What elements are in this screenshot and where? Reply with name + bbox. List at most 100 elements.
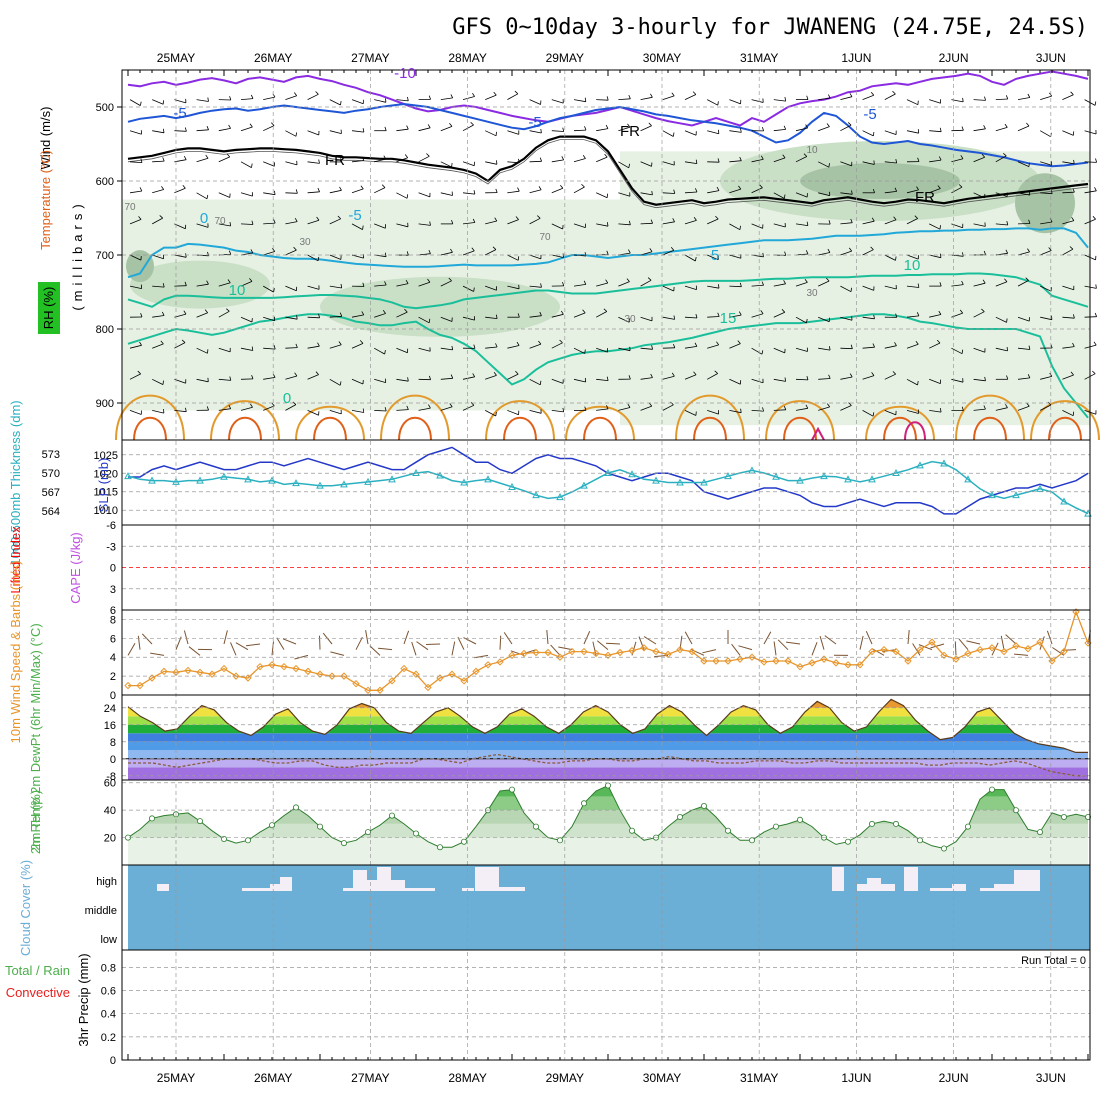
wind-barb-feather xyxy=(473,190,476,195)
wind-barb-feather xyxy=(917,283,920,288)
temp-contour-10 xyxy=(127,272,1089,310)
thickness-marker xyxy=(196,476,204,484)
wind-barb-feather xyxy=(849,93,853,97)
wind-barb xyxy=(1062,285,1074,291)
wind-barb-feather xyxy=(537,215,541,219)
wind-barb xyxy=(152,315,165,318)
wind-barb-feather xyxy=(606,376,609,381)
wind-barb xyxy=(240,281,253,287)
wind-barb xyxy=(884,410,897,416)
wind-barb xyxy=(818,252,830,256)
wind-barb-feather xyxy=(606,96,609,101)
wind-barb-feather xyxy=(317,187,320,192)
wind-barb xyxy=(129,190,142,194)
wind-barb xyxy=(906,189,919,194)
wind-barb-feather xyxy=(938,310,942,315)
temp-contour-25 xyxy=(1048,416,1082,441)
wind-barb xyxy=(684,161,697,164)
wind-tick-label: 0 xyxy=(110,690,116,702)
surface-wind-barb xyxy=(824,635,837,645)
cloud-level-label: low xyxy=(100,934,117,946)
wind-barb-feather xyxy=(206,280,209,285)
wind-barb xyxy=(640,251,653,256)
chart-text: GFS 0~10day 3-hourly for JWANENG (24.75E… xyxy=(5,15,1088,1085)
wind-speed-marker xyxy=(424,683,432,692)
surface-wind-barb xyxy=(499,635,502,650)
wind-barb-feather xyxy=(806,318,808,324)
wind-barb-feather xyxy=(692,91,697,95)
wind10m-axis-label: 10m Wind Speed & Barbs (m/s) xyxy=(8,561,23,744)
wind-barb-feather xyxy=(649,248,653,252)
wind-barb xyxy=(840,96,853,100)
wind-speed-marker xyxy=(868,647,876,656)
rh2m-marker xyxy=(749,837,756,844)
rh2m-marker xyxy=(893,820,900,827)
wind-barb-feather xyxy=(959,309,964,314)
thickness-marker xyxy=(412,468,420,476)
wind-barb-feather xyxy=(428,95,431,100)
wind-barb xyxy=(1062,316,1075,319)
wind-barb xyxy=(529,160,542,163)
thickness-marker xyxy=(988,491,996,499)
wind-barb-feather xyxy=(184,281,187,286)
wind-barb-feather xyxy=(1069,246,1074,250)
wind-speed-marker xyxy=(256,662,264,671)
wind-barb xyxy=(773,223,786,228)
wind-speed-marker xyxy=(520,649,528,658)
wind-barb xyxy=(751,313,764,318)
temp-tick-label: 0 xyxy=(110,754,116,766)
wind-barb-feather xyxy=(538,186,542,190)
cloud-high-block xyxy=(280,877,292,891)
wind-barb xyxy=(285,249,297,256)
wind-barb xyxy=(684,94,697,100)
wind-barb xyxy=(307,345,320,349)
wind-barb xyxy=(418,407,431,411)
surface-wind-barb xyxy=(811,642,818,656)
wind-speed-marker xyxy=(472,667,480,676)
wind-barb-feather xyxy=(515,216,519,220)
wind-barb xyxy=(973,311,985,318)
wind-barb xyxy=(751,187,763,194)
wind-barb xyxy=(973,99,986,101)
wind-barb xyxy=(906,343,919,349)
wind-speed-marker xyxy=(268,661,276,669)
thickness-marker xyxy=(148,476,156,484)
wind-barb-feather xyxy=(584,252,587,257)
wind-barb xyxy=(995,98,1008,100)
wind-barb-feather xyxy=(829,346,831,351)
wind-barb xyxy=(707,410,719,415)
wind-barb xyxy=(684,316,698,319)
wind-barb xyxy=(1062,410,1074,417)
wind-barb-feather xyxy=(339,312,343,317)
thickness-marker xyxy=(940,459,948,467)
cloud-high-block xyxy=(377,867,391,891)
wind-barb xyxy=(396,378,409,382)
temperature-band xyxy=(128,767,1088,780)
date-label-top: 28MAY xyxy=(448,51,486,65)
wind-barb-feather xyxy=(937,185,941,189)
wind-barb-feather xyxy=(293,92,298,96)
wind-barb xyxy=(596,311,607,318)
wind-barb-feather xyxy=(406,125,409,130)
wind-barb xyxy=(707,99,718,106)
wind-barb-feather xyxy=(406,251,409,256)
thickness-tick-label: 567 xyxy=(42,487,60,499)
wind-barb xyxy=(573,158,586,163)
wind-barb-feather xyxy=(493,91,497,96)
temp-contour-20 xyxy=(865,405,935,441)
wind-barb xyxy=(1040,192,1053,195)
wind-barb-feather xyxy=(428,318,431,323)
wind-barb xyxy=(751,284,764,287)
rh2m-marker xyxy=(220,836,227,843)
wind-barb xyxy=(573,378,586,383)
wind-barb-feather xyxy=(870,246,874,250)
wind-barb-feather xyxy=(159,215,163,219)
wind-barb xyxy=(129,219,142,225)
wind-barb xyxy=(152,217,163,225)
wind-barb xyxy=(973,223,986,227)
wind-barb xyxy=(129,410,142,415)
wind-barb-feather xyxy=(762,252,764,257)
wind-barb xyxy=(462,316,475,321)
wind-speed-marker xyxy=(856,661,864,669)
temp-contour-30 xyxy=(904,421,926,441)
